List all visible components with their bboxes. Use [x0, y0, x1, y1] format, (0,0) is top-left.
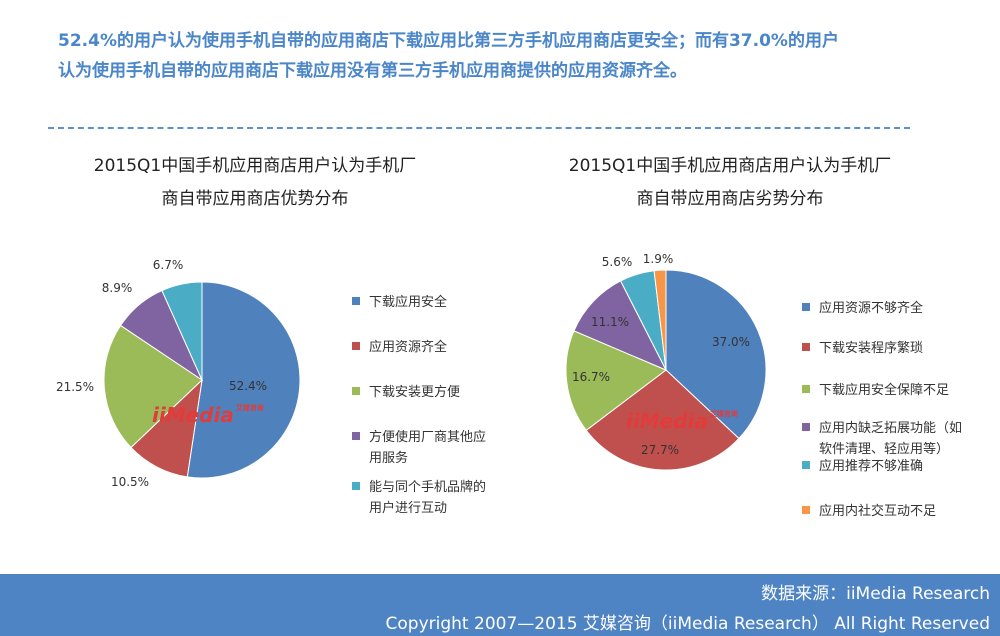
footer-copyright: Copyright 2007—2015 艾媒咨询（iiMedia Researc…	[385, 614, 990, 634]
legend-swatch	[352, 387, 360, 395]
legend-label-line: 应用资源齐全	[369, 340, 448, 355]
data-label: 37.0%	[712, 335, 750, 349]
data-label: 16.7%	[572, 370, 610, 384]
legend-swatch	[352, 342, 360, 350]
legend-label: 应用内社交互动不足	[819, 501, 936, 522]
legend-label-line: 应用资源不够齐全	[819, 301, 924, 316]
legend-item: 能与同个手机品牌的 用户进行互动	[352, 477, 486, 519]
chart-2-pie: 37.0% 27.7% 16.7% 11.1% 5.6% 1.9%	[565, 252, 767, 471]
legend-item: 方便使用厂商其他应 用服务	[352, 427, 486, 469]
chart-1-title: 2015Q1中国手机应用商店用户认为手机厂 商自带应用商店优势分布	[45, 150, 465, 216]
legend-swatch	[352, 432, 360, 440]
legend-label: 下载安装程序繁琐	[819, 338, 923, 359]
legend-label-line: 下载安装更方便	[369, 385, 461, 400]
watermark-brand: iiMedia	[152, 403, 234, 427]
legend-swatch	[802, 423, 810, 431]
legend-label-line: 下载应用安全	[369, 295, 448, 310]
legend-label-line: 用户进行互动	[369, 501, 448, 516]
headline-line-2: 认为使用手机自带的应用商店下载应用没有第三方手机应用商提供的应用资源齐全。	[58, 61, 687, 81]
data-label: 52.4%	[229, 379, 267, 393]
legend-label: 下载应用安全保障不足	[819, 380, 949, 401]
headline-line-1: 52.4%的用户认为使用手机自带的应用商店下载应用比第三方手机应用商店更安全；而…	[58, 31, 839, 51]
chart-2-watermark: iiMedia 艾媒咨询	[626, 409, 738, 433]
legend-swatch	[802, 385, 810, 393]
pie-slice	[161, 281, 203, 381]
pie-slice	[585, 369, 740, 471]
watermark-cn: 艾媒咨询	[235, 404, 264, 412]
legend-label-line: 方便使用厂商其他应	[369, 430, 487, 445]
legend-swatch	[802, 303, 810, 311]
chart-2-title-line-1: 2015Q1中国手机应用商店用户认为手机厂	[568, 156, 892, 176]
legend-swatch	[802, 461, 810, 469]
data-label: 10.5%	[111, 475, 149, 489]
pie-slice	[186, 281, 301, 479]
pie-slice	[103, 324, 203, 449]
pie-slice	[565, 330, 667, 431]
legend-label: 方便使用厂商其他应 用服务	[369, 427, 486, 469]
legend-item: 下载应用安全	[352, 292, 447, 313]
legend-label: 应用资源不够齐全	[819, 298, 923, 319]
chart-1-pie: 52.4% 10.5% 21.5% 8.9% 6.7%	[56, 258, 301, 489]
data-label: 11.1%	[591, 315, 629, 329]
data-label: 27.7%	[641, 443, 679, 457]
data-label: 21.5%	[56, 380, 94, 394]
legend-item: 下载安装程序繁琐	[802, 338, 923, 359]
data-label: 8.9%	[102, 281, 133, 295]
legend-item: 应用内社交互动不足	[802, 501, 936, 522]
chart-1-title-line-2: 商自带应用商店优势分布	[161, 189, 349, 209]
dashed-divider	[48, 127, 910, 129]
data-label: 1.9%	[643, 252, 674, 266]
legend-item: 下载应用安全保障不足	[802, 380, 949, 401]
legend-item: 应用推荐不够准确	[802, 456, 923, 477]
watermark-brand: iiMedia	[626, 409, 708, 433]
pie-slice	[665, 269, 767, 440]
legend-label-line: 能与同个手机品牌的	[369, 480, 487, 495]
legend-item: 下载安装更方便	[352, 382, 460, 403]
legend-label: 应用推荐不够准确	[819, 456, 923, 477]
legend-label-line: 下载安装程序繁琐	[819, 341, 924, 356]
legend-swatch	[352, 482, 360, 490]
legend-label: 能与同个手机品牌的 用户进行互动	[369, 477, 486, 519]
legend-label: 下载安装更方便	[369, 382, 460, 403]
legend-label: 应用资源齐全	[369, 337, 447, 358]
pie-slice	[653, 269, 667, 371]
legend-label-line: 应用内缺乏拓展功能（如	[819, 421, 963, 436]
legend-label-line: 用服务	[369, 451, 409, 466]
footer: 数据来源：iiMedia Research Copyright 2007—201…	[0, 574, 1000, 636]
footer-source: 数据来源：iiMedia Research	[761, 584, 990, 604]
legend-swatch	[802, 343, 810, 351]
headline: 52.4%的用户认为使用手机自带的应用商店下载应用比第三方手机应用商店更安全；而…	[58, 26, 958, 86]
legend-swatch	[802, 506, 810, 514]
chart-1-watermark: iiMedia 艾媒咨询	[152, 403, 264, 427]
legend-label-line: 软件清理、轻应用等）	[819, 442, 950, 457]
legend-label-line: 下载应用安全保障不足	[819, 383, 950, 398]
legend-swatch	[352, 297, 360, 305]
chart-2-title: 2015Q1中国手机应用商店用户认为手机厂 商自带应用商店劣势分布	[520, 150, 940, 216]
watermark-cn: 艾媒咨询	[709, 410, 738, 418]
legend-label: 应用内缺乏拓展功能（如 软件清理、轻应用等）	[819, 418, 962, 460]
chart-1-title-line-1: 2015Q1中国手机应用商店用户认为手机厂	[93, 156, 417, 176]
pie-slice	[573, 280, 668, 371]
chart-2-title-line-2: 商自带应用商店劣势分布	[636, 189, 824, 209]
legend-item: 应用资源不够齐全	[802, 298, 923, 319]
data-label: 6.7%	[153, 258, 184, 272]
data-label: 5.6%	[602, 255, 633, 269]
legend-item: 应用内缺乏拓展功能（如 软件清理、轻应用等）	[802, 418, 962, 460]
legend-label: 下载应用安全	[369, 292, 447, 313]
legend-item: 应用资源齐全	[352, 337, 447, 358]
legend-label-line: 应用推荐不够准确	[819, 459, 924, 474]
legend-label-line: 应用内社交互动不足	[819, 504, 937, 519]
